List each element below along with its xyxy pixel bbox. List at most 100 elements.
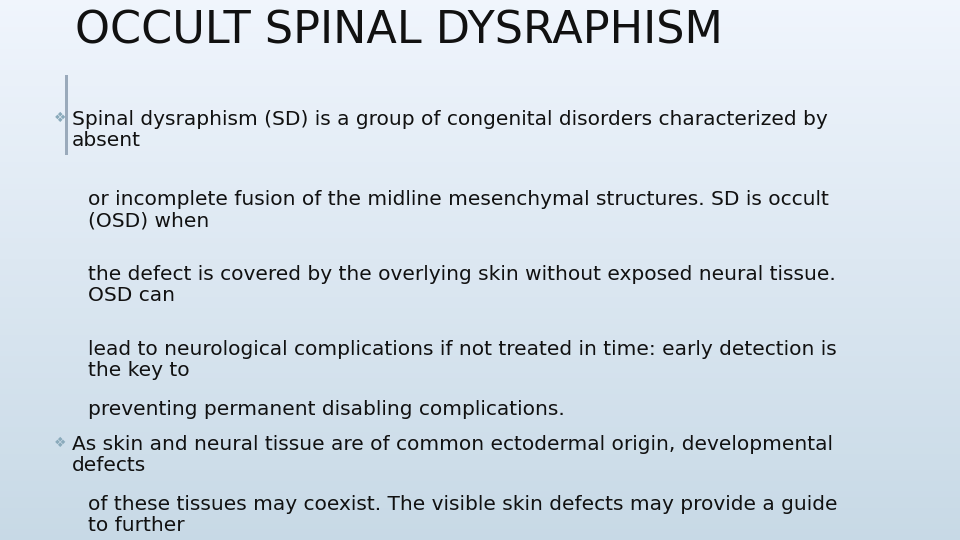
Bar	[0, 54, 960, 59]
Bar	[0, 346, 960, 351]
Bar	[0, 313, 960, 319]
Bar	[0, 243, 960, 248]
Bar	[0, 481, 960, 486]
Text: of these tissues may coexist. The visible skin defects may provide a guide: of these tissues may coexist. The visibl…	[88, 495, 838, 514]
Text: OCCULT SPINAL DYSRAPHISM: OCCULT SPINAL DYSRAPHISM	[75, 10, 723, 53]
Bar	[0, 329, 960, 335]
Bar	[0, 184, 960, 189]
Bar	[0, 11, 960, 16]
Bar	[0, 270, 960, 275]
Bar	[0, 65, 960, 70]
Bar	[0, 97, 960, 103]
Bar	[0, 167, 960, 173]
Bar	[0, 340, 960, 346]
Bar	[0, 211, 960, 216]
Bar	[0, 151, 960, 157]
Bar	[0, 221, 960, 227]
Bar	[0, 81, 960, 86]
Bar	[0, 416, 960, 421]
Text: the defect is covered by the overlying skin without exposed neural tissue.: the defect is covered by the overlying s…	[88, 265, 836, 284]
Bar	[0, 367, 960, 373]
Bar	[0, 38, 960, 43]
Bar	[0, 302, 960, 308]
Bar	[0, 113, 960, 119]
Bar	[0, 373, 960, 378]
Bar	[0, 248, 960, 254]
Text: (OSD) when: (OSD) when	[88, 211, 209, 230]
Bar	[0, 362, 960, 367]
Text: defects: defects	[72, 456, 146, 475]
Bar	[0, 227, 960, 232]
Bar	[0, 27, 960, 32]
Bar	[0, 356, 960, 362]
Bar	[0, 389, 960, 394]
Bar	[0, 49, 960, 54]
Text: OSD can: OSD can	[88, 286, 176, 305]
Bar	[0, 400, 960, 405]
Bar	[0, 178, 960, 184]
Bar	[0, 22, 960, 27]
Bar	[0, 448, 960, 454]
Bar	[0, 464, 960, 470]
Bar	[0, 0, 960, 5]
Bar	[0, 297, 960, 302]
Bar	[0, 535, 960, 540]
Bar	[0, 76, 960, 81]
Text: ❖: ❖	[54, 111, 66, 125]
Text: absent: absent	[72, 131, 141, 150]
Bar	[0, 140, 960, 146]
Bar	[0, 173, 960, 178]
Bar	[0, 216, 960, 221]
Bar	[0, 491, 960, 497]
Bar	[0, 437, 960, 443]
Text: lead to neurological complications if not treated in time: early detection is: lead to neurological complications if no…	[88, 340, 837, 359]
Bar	[0, 524, 960, 529]
Bar	[0, 232, 960, 238]
Bar	[0, 497, 960, 502]
Bar	[0, 319, 960, 324]
Bar	[0, 292, 960, 297]
Bar	[0, 70, 960, 76]
Bar	[0, 529, 960, 535]
Bar	[0, 421, 960, 427]
Bar	[0, 86, 960, 92]
Bar	[0, 254, 960, 259]
Bar	[0, 427, 960, 432]
Bar	[0, 108, 960, 113]
Bar	[0, 470, 960, 475]
Text: the key to: the key to	[88, 361, 190, 380]
Bar	[0, 286, 960, 292]
Bar	[0, 351, 960, 356]
Text: or incomplete fusion of the midline mesenchymal structures. SD is occult: or incomplete fusion of the midline mese…	[88, 190, 829, 209]
Text: to further: to further	[88, 516, 185, 535]
Bar	[0, 383, 960, 389]
Text: Spinal dysraphism (SD) is a group of congenital disorders characterized by: Spinal dysraphism (SD) is a group of con…	[72, 110, 828, 129]
Bar	[0, 518, 960, 524]
Bar	[0, 475, 960, 481]
Bar	[0, 194, 960, 200]
Bar	[0, 5, 960, 11]
Bar	[0, 59, 960, 65]
Bar	[0, 200, 960, 205]
Bar	[0, 92, 960, 97]
Bar	[0, 324, 960, 329]
Bar	[0, 308, 960, 313]
Text: preventing permanent disabling complications.: preventing permanent disabling complicat…	[88, 400, 565, 419]
Bar	[0, 454, 960, 459]
Bar	[0, 508, 960, 513]
Bar	[0, 43, 960, 49]
Text: As skin and neural tissue are of common ectodermal origin, developmental: As skin and neural tissue are of common …	[72, 435, 833, 454]
Bar	[0, 146, 960, 151]
Bar	[0, 238, 960, 243]
Bar	[0, 432, 960, 437]
Bar	[0, 157, 960, 162]
Bar	[0, 103, 960, 108]
Bar	[0, 486, 960, 491]
Bar	[0, 205, 960, 211]
Bar	[0, 459, 960, 464]
Bar	[0, 16, 960, 22]
Bar	[0, 405, 960, 410]
Bar	[0, 275, 960, 281]
Bar	[0, 162, 960, 167]
Text: ❖: ❖	[54, 436, 66, 450]
